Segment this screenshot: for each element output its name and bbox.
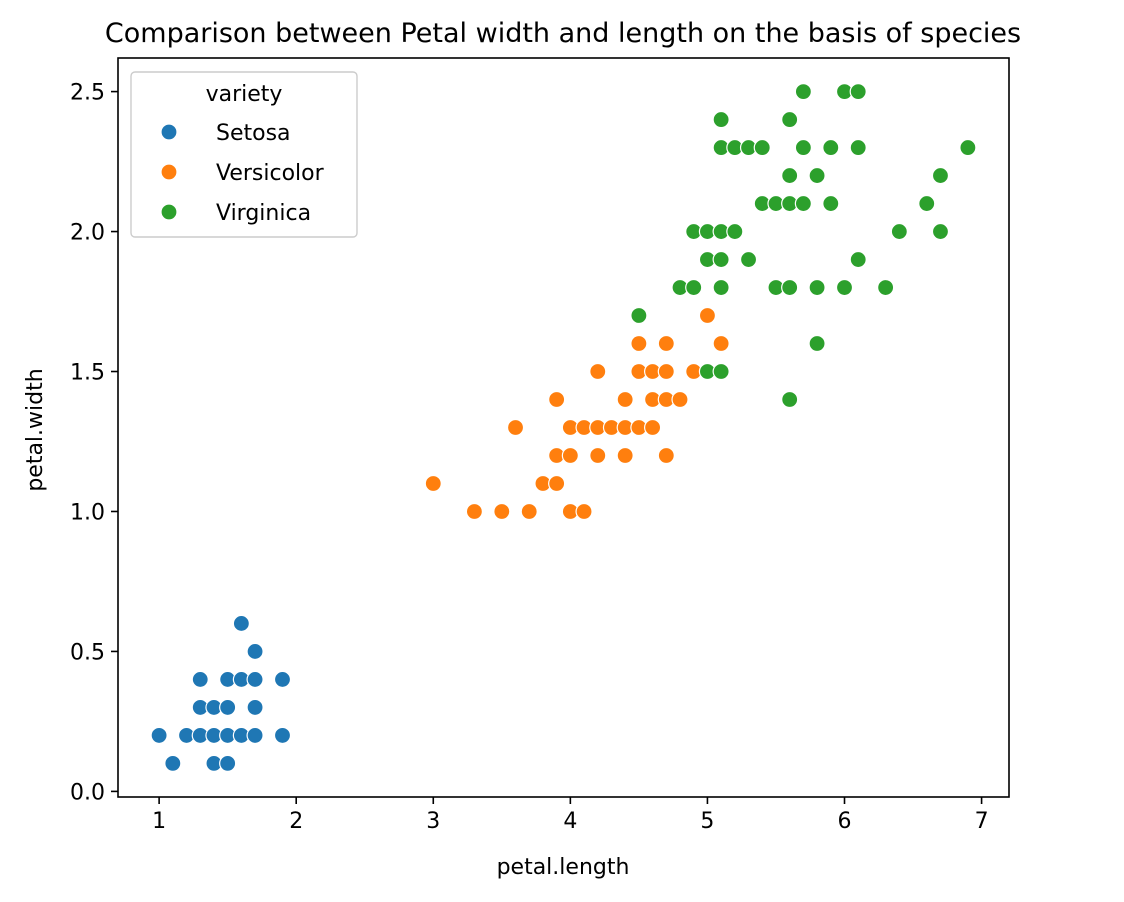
data-point-versicolor [657,446,675,465]
data-point-versicolor [657,334,675,353]
data-point-virginica [726,222,744,241]
legend-label-versicolor: Versicolor [216,161,325,186]
data-point-virginica [849,250,867,269]
data-point-versicolor [493,502,511,521]
data-point-virginica [849,82,867,101]
x-tick-label: 5 [700,809,714,834]
data-point-versicolor [520,502,538,521]
data-point-virginica [931,166,950,185]
data-point-setosa [246,642,264,661]
data-point-virginica [781,390,799,409]
data-point-virginica [931,222,950,241]
data-point-setosa [164,754,182,773]
data-point-setosa [219,754,237,773]
data-point-versicolor [616,390,634,409]
data-point-virginica [794,82,812,101]
x-tick-label: 6 [838,809,852,834]
data-point-virginica [712,110,730,129]
legend-marker-setosa [160,123,178,141]
data-point-virginica [849,138,867,157]
data-point-versicolor [424,474,442,493]
legend-label-virginica: Virginica [216,201,311,226]
x-axis-label: petal.length [497,855,630,880]
data-point-versicolor [575,502,593,521]
data-point-setosa [232,614,250,633]
data-point-versicolor [561,446,579,465]
data-point-virginica [808,166,826,185]
data-point-virginica [781,166,799,185]
y-tick-label: 0.5 [70,640,105,665]
legend-marker-virginica [160,203,178,221]
data-point-setosa [150,726,168,745]
data-point-setosa [246,698,264,717]
data-point-versicolor [548,390,566,409]
data-point-virginica [822,138,840,157]
data-point-setosa [273,726,292,745]
data-point-setosa [191,670,209,689]
x-tick-label: 1 [152,809,166,834]
y-tick-label: 2.5 [70,81,105,106]
chart-title: Comparison between Petal width and lengt… [105,18,1021,49]
data-point-virginica [918,194,936,213]
data-point-virginica [753,138,771,157]
data-point-virginica [712,250,730,269]
x-tick-label: 4 [563,809,577,834]
data-point-virginica [959,138,977,157]
data-point-versicolor [465,502,483,521]
data-point-virginica [712,362,730,381]
data-point-virginica [890,222,908,241]
x-axis: 1 2 3 4 5 6 7 [152,797,989,834]
data-point-versicolor [589,446,607,465]
x-tick-label: 2 [289,809,303,834]
y-tick-label: 2.0 [70,221,105,246]
data-point-versicolor [643,418,662,437]
data-point-versicolor [616,446,634,465]
data-point-virginica [739,250,758,269]
data-point-setosa [246,670,264,689]
data-point-virginica [685,278,703,297]
x-tick-label: 7 [975,809,989,834]
data-point-versicolor [671,390,689,409]
y-tick-label: 0.0 [70,780,105,805]
data-point-versicolor [506,418,525,437]
data-point-versicolor [548,474,566,493]
plot-frame [117,57,1010,798]
legend: variety Setosa Versicolor Virginica [130,71,358,238]
data-point-virginica [794,138,812,157]
legend-box [130,71,358,238]
y-axis-label: petal.width [23,368,48,491]
points-layer [150,82,977,773]
data-point-virginica [781,278,799,297]
data-point-setosa [273,670,292,689]
y-tick-label: 1.0 [70,500,105,525]
y-axis: 0.0 0.5 1.0 1.5 2.0 2.5 [70,81,118,805]
legend-title: variety [206,82,283,107]
data-point-versicolor [657,362,675,381]
data-point-virginica [794,194,812,213]
data-point-virginica [630,306,648,325]
data-point-versicolor [630,334,648,353]
legend-label-setosa: Setosa [216,121,291,146]
y-tick-label: 1.5 [70,361,105,386]
data-point-virginica [808,334,826,353]
data-point-versicolor [712,334,730,353]
x-tick-label: 3 [426,809,440,834]
data-point-virginica [835,278,854,297]
data-point-virginica [822,194,840,213]
data-point-virginica [808,278,826,297]
data-point-virginica [781,110,799,129]
data-point-virginica [877,278,895,297]
legend-items: Setosa Versicolor Virginica [160,121,325,226]
data-point-setosa [219,698,237,717]
data-point-virginica [712,278,730,297]
data-point-setosa [246,726,264,745]
data-point-versicolor [589,362,607,381]
legend-marker-versicolor [160,163,178,181]
data-point-versicolor [698,306,717,325]
